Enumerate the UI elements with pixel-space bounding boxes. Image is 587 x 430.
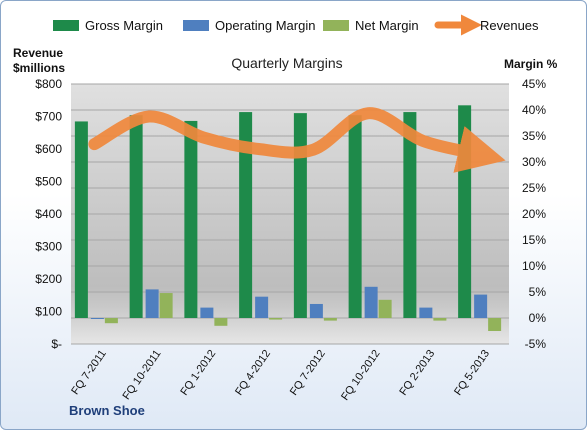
right-tick-label: 35%: [522, 129, 546, 143]
category-label: FQ 10-2011: [121, 348, 164, 402]
bar-operating-margin: [200, 307, 214, 318]
left-tick-label: $700: [35, 110, 62, 124]
bar-gross-margin: [239, 112, 253, 318]
bar-gross-margin: [348, 115, 362, 318]
revenues-line: [88, 107, 506, 173]
bar-operating-margin: [419, 307, 433, 318]
legend-swatch-operating-margin: [183, 20, 209, 31]
bar-net-margin: [159, 293, 173, 318]
gridlines: [71, 83, 509, 345]
bar-operating-margin: [90, 318, 104, 319]
category-label: FQ 4-2012: [233, 348, 273, 398]
bar-gross-margin: [403, 112, 417, 318]
bar-net-margin: [433, 318, 447, 321]
legend: Gross Margin Operating Margin Net Margin Re…: [53, 14, 539, 36]
bar-operating-margin: [255, 296, 269, 318]
chart-title: Quarterly Margins: [231, 55, 342, 71]
bar-gross-margin: [184, 120, 198, 318]
right-tick-label: 40%: [522, 103, 546, 117]
bar-net-margin: [104, 318, 118, 324]
right-tick-label: 15%: [522, 233, 546, 247]
left-tick-label: $500: [35, 175, 62, 189]
footer-label: Brown Shoe: [69, 403, 145, 418]
legend-label-net-margin: Net Margin: [355, 18, 419, 33]
left-axis-title: Revenue $millions: [13, 46, 65, 75]
right-tick-label: 30%: [522, 155, 546, 169]
right-tick-label: 5%: [529, 285, 547, 299]
bar-gross-margin: [74, 121, 88, 318]
category-axis-labels: FQ 7-2011 FQ 10-2011 FQ 1-2012 FQ 4-2012 FQ …: [69, 348, 492, 403]
bar-net-margin: [214, 318, 228, 326]
bar-gross-margin: [458, 105, 472, 318]
right-axis-title: Margin %: [504, 57, 558, 71]
bar-operating-margin: [474, 294, 488, 318]
left-tick-label: $400: [35, 207, 62, 221]
category-label: FQ 7-2011: [69, 348, 109, 397]
left-tick-label: $100: [35, 305, 62, 319]
legend-swatch-net-margin: [323, 20, 349, 31]
right-tick-label: 0%: [529, 311, 547, 325]
bar-net-margin: [323, 318, 337, 321]
category-label: FQ 2-2013: [397, 348, 437, 398]
bar-gross-margin: [293, 113, 307, 319]
right-tick-label: 45%: [522, 77, 546, 91]
legend-swatch-gross-margin: [53, 20, 79, 31]
bar-net-margin: [378, 299, 392, 318]
bar-net-margin: [488, 318, 502, 331]
left-axis-tick-labels: $- $100 $200 $300 $400 $500 $600 $700 $800: [35, 77, 62, 351]
left-tick-label: $-: [51, 337, 62, 351]
right-tick-label: 25%: [522, 181, 546, 195]
bar-operating-margin: [364, 286, 378, 318]
right-tick-label: 10%: [522, 259, 546, 273]
category-label: FQ 5-2013: [452, 348, 492, 398]
bar-operating-margin: [309, 303, 323, 318]
category-label: FQ 7-2012: [288, 348, 328, 398]
category-label: FQ 10-2012: [339, 348, 383, 403]
left-tick-label: $800: [35, 77, 62, 91]
right-axis-tick-labels: -5% 0% 5% 10% 15% 20% 25% 30% 35% 40% 45%: [522, 77, 546, 351]
legend-label-revenues: Revenues: [480, 18, 539, 33]
right-tick-label: -5%: [525, 337, 547, 351]
legend-label-operating-margin: Operating Margin: [215, 18, 315, 33]
left-tick-label: $600: [35, 142, 62, 156]
right-tick-label: 20%: [522, 207, 546, 221]
bar-net-margin: [269, 318, 283, 320]
legend-label-gross-margin: Gross Margin: [85, 18, 163, 33]
left-tick-label: $300: [35, 240, 62, 254]
left-tick-label: $200: [35, 272, 62, 286]
bar-gross-margin: [129, 115, 143, 318]
category-label: FQ 1-2012: [178, 348, 218, 398]
bar-operating-margin: [145, 289, 159, 318]
